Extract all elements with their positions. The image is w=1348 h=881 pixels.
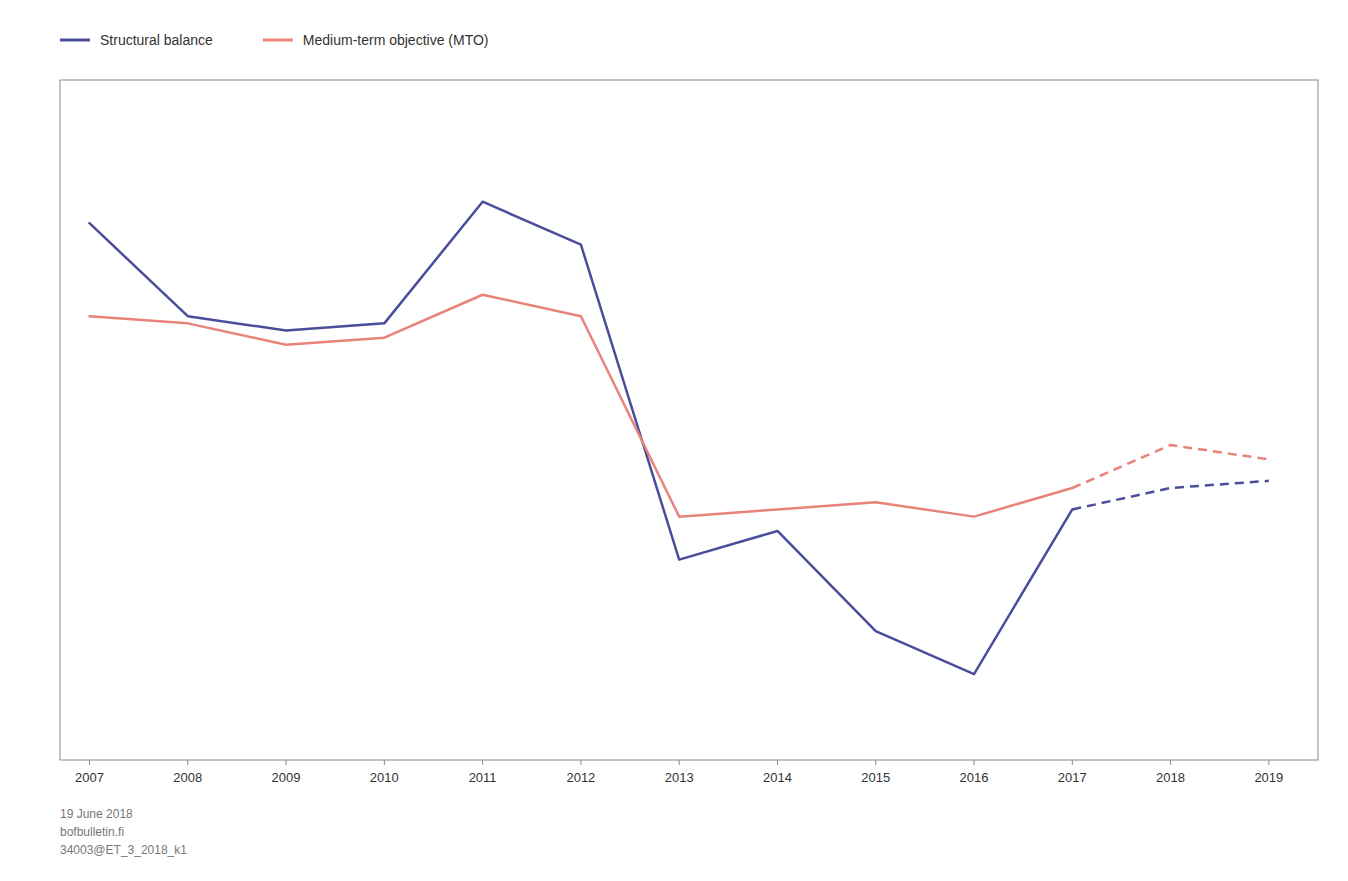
x-tick-label: 2018 (1156, 770, 1185, 785)
legend-swatch (263, 39, 293, 42)
footer-text: bofbulletin.fi (60, 825, 124, 839)
series-line (1072, 481, 1269, 510)
legend-label: Structural balance (100, 32, 213, 48)
legend-swatch (60, 39, 90, 42)
x-tick (580, 760, 581, 765)
x-tick-label: 2016 (960, 770, 989, 785)
x-tick (482, 760, 483, 765)
x-tick (679, 760, 680, 765)
x-tick (286, 760, 287, 765)
series-line (89, 295, 1072, 517)
plot-frame (60, 80, 1318, 760)
x-tick (1268, 760, 1269, 765)
x-tick (1170, 760, 1171, 765)
footer: 19 June 2018 bofbulletin.fi 34003@ET_3_201… (60, 807, 187, 857)
x-tick-label: 2013 (665, 770, 694, 785)
series-line (89, 202, 1072, 674)
footer-text: 34003@ET_3_2018_k1 (60, 843, 187, 857)
footer-text: 19 June 2018 (60, 807, 133, 821)
x-tick-label: 2011 (469, 770, 497, 785)
lines (89, 202, 1268, 674)
x-tick-label: 2010 (370, 770, 399, 785)
legend: Structural balance Medium-term objective … (60, 32, 489, 48)
x-tick-label: 2009 (272, 770, 301, 785)
x-tick (187, 760, 188, 765)
x-tick-label: 2012 (566, 770, 595, 785)
x-tick-label: 2015 (861, 770, 890, 785)
x-tick (875, 760, 876, 765)
x-tick (974, 760, 975, 765)
x-tick-label: 2007 (75, 770, 104, 785)
x-tick-label: 2017 (1058, 770, 1087, 785)
x-tick (384, 760, 385, 765)
x-tick-label: 2019 (1254, 770, 1283, 785)
x-tick (89, 760, 90, 765)
page: {"chart_data": {"type": "line", "x": [20… (0, 0, 1348, 881)
x-tick (777, 760, 778, 765)
background (0, 0, 1348, 881)
series-line (1072, 445, 1269, 488)
chart: 2007 2008 2009 2010 2011 2012 2013 2014 2015 2016… (0, 0, 1348, 881)
legend-label: Medium-term objective (MTO) (303, 32, 489, 48)
x-tick-label: 2014 (763, 770, 792, 785)
x-tick (1072, 760, 1073, 765)
x-tick-label: 2008 (173, 770, 202, 785)
x-axis: 2007 2008 2009 2010 2011 2012 2013 2014 2015 2016… (75, 760, 1283, 785)
